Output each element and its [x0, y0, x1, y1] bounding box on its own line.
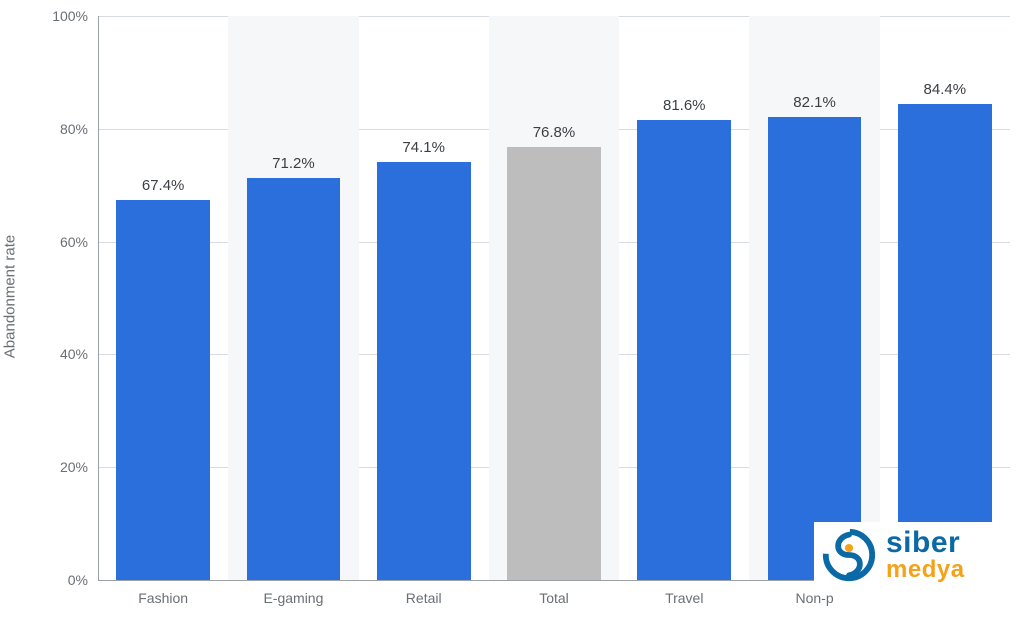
x-tick-label: Total: [539, 590, 569, 606]
bar-slot: 76.8%Total: [489, 16, 619, 580]
bar-slot: 67.4%Fashion: [98, 16, 228, 580]
bar-slot: 84.4%: [880, 16, 1010, 580]
bar: 76.8%: [507, 147, 601, 580]
x-tick-label: Retail: [406, 590, 442, 606]
bar: 67.4%: [116, 200, 210, 580]
bar-value-label: 81.6%: [663, 97, 706, 114]
x-tick-label: Fashion: [138, 590, 188, 606]
bar: 82.1%: [768, 117, 862, 580]
bar-value-label: 76.8%: [533, 124, 576, 141]
bar: 71.2%: [247, 178, 341, 580]
bar-value-label: 82.1%: [793, 94, 836, 111]
x-tick-label: E-gaming: [263, 590, 323, 606]
bar: 74.1%: [377, 162, 471, 580]
y-tick-label: 80%: [60, 121, 88, 137]
bar-value-label: 84.4%: [924, 81, 967, 98]
y-tick-label: 60%: [60, 234, 88, 250]
bar: 81.6%: [637, 120, 731, 580]
logo-text-top: siber: [886, 528, 965, 558]
logo-watermark: siber medya: [814, 522, 1024, 588]
bar-value-label: 71.2%: [272, 155, 315, 172]
x-tick-label: Travel: [665, 590, 703, 606]
bar: 84.4%: [898, 104, 992, 580]
y-tick-label: 100%: [52, 8, 88, 24]
bar-value-label: 74.1%: [402, 139, 445, 156]
bar-value-label: 67.4%: [142, 177, 185, 194]
y-tick-label: 0%: [68, 572, 88, 588]
bar-slot: 71.2%E-gaming: [228, 16, 358, 580]
y-tick-label: 40%: [60, 346, 88, 362]
logo-text: siber medya: [886, 528, 965, 582]
y-axis-title: Abandonment rate: [2, 235, 19, 358]
bar-slot: 74.1%Retail: [359, 16, 489, 580]
x-tick-label: Non-p: [795, 590, 833, 606]
bar-slot: 82.1%Non-p: [749, 16, 879, 580]
y-tick-label: 20%: [60, 459, 88, 475]
logo-icon: [820, 526, 878, 584]
bars-row: 67.4%Fashion71.2%E-gaming74.1%Retail76.8…: [98, 16, 1010, 580]
logo-text-bottom: medya: [886, 558, 965, 582]
chart-container: 0%20%40%60%80%100%67.4%Fashion71.2%E-gam…: [0, 0, 1024, 636]
bar-slot: 81.6%Travel: [619, 16, 749, 580]
plot-area: 0%20%40%60%80%100%67.4%Fashion71.2%E-gam…: [98, 16, 1010, 580]
